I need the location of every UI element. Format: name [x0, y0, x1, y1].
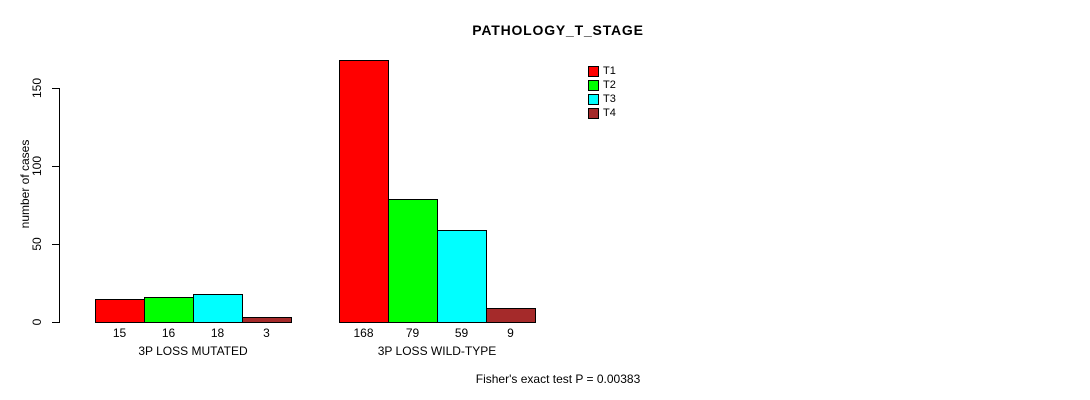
y-tick-label: 50: [30, 237, 44, 251]
y-tick: [52, 244, 59, 245]
legend-swatch-T4: [588, 108, 599, 119]
legend-swatch-T2: [588, 80, 599, 91]
y-tick-label: 0: [30, 318, 44, 326]
bar-T4: [486, 308, 536, 323]
y-tick: [52, 166, 59, 167]
bar-T1: [95, 299, 145, 323]
bar-value-label: 16: [161, 326, 176, 340]
bar-T2: [388, 199, 438, 323]
bar-T3: [193, 294, 243, 323]
y-axis-line: [59, 88, 60, 323]
category-label: 3P LOSS MUTATED: [138, 344, 248, 358]
bar-value-label: 9: [507, 326, 514, 340]
legend-swatch-T1: [588, 66, 599, 77]
legend-label-T1: T1: [603, 65, 616, 77]
bar-T2: [144, 297, 194, 323]
bar-T3: [437, 230, 487, 323]
bar-value-label: 168: [353, 326, 374, 340]
legend-label-T4: T4: [603, 107, 616, 119]
y-tick-label: 100: [30, 155, 44, 177]
y-axis-label: number of cases: [18, 139, 32, 229]
bar-value-label: 79: [405, 326, 420, 340]
bar-value-label: 3: [263, 326, 270, 340]
chart-title: PATHOLOGY_T_STAGE: [472, 22, 644, 38]
category-label: 3P LOSS WILD-TYPE: [377, 344, 497, 358]
bar-value-label: 18: [210, 326, 225, 340]
legend-swatch-T3: [588, 94, 599, 105]
legend-label-T2: T2: [603, 79, 616, 91]
y-tick: [52, 88, 59, 89]
bar-T4: [242, 317, 292, 323]
y-tick-label: 150: [30, 77, 44, 99]
bar-value-label: 59: [454, 326, 469, 340]
fisher-test-annotation: Fisher's exact test P = 0.00383: [475, 372, 641, 386]
bar-value-label: 15: [112, 326, 127, 340]
y-tick: [52, 322, 59, 323]
legend-label-T3: T3: [603, 93, 616, 105]
bar-T1: [339, 60, 389, 323]
